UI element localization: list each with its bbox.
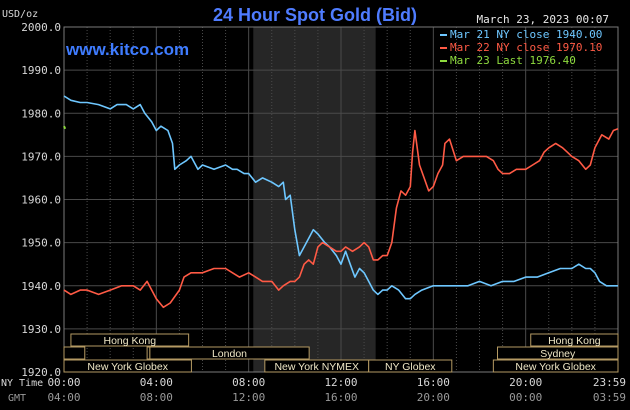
session-box-row2-3 — [497, 346, 619, 360]
chart-legend: Mar 21 NY close 1940.00 Mar 22 NY close … — [440, 28, 602, 67]
y-tick-label: 1980.0 — [21, 107, 61, 120]
x-tick-label-ny: 23:59 — [593, 376, 626, 389]
y-axis-ticks: 1920.0 1930.0 1940.0 1950.0 1960.0 1970.0 1980… — [21, 21, 61, 379]
session-label: Hong Kong — [104, 335, 157, 347]
session-box-row1-0 — [70, 333, 190, 347]
x-tick-label-gmt: 03:59 — [593, 391, 626, 404]
chart-title: 24 Hour Spot Gold (Bid) — [213, 5, 417, 25]
x-tick-label-ny: 04:00 — [140, 376, 173, 389]
session-box-row3-3 — [492, 359, 619, 373]
series-line-2 — [63, 125, 67, 130]
x-tick-label-ny: 08:00 — [232, 376, 265, 389]
y-tick-label: 2000.0 — [21, 21, 61, 34]
x-tick-label-ny: 00:00 — [47, 376, 80, 389]
session-label: New York Globex — [87, 361, 168, 373]
chart-date: March 23, 2023 00:07 — [476, 13, 609, 26]
legend-swatch-mar21 — [440, 34, 447, 36]
x-tick-label-ny: 16:00 — [417, 376, 450, 389]
x-tick-label-gmt: 08:00 — [140, 391, 173, 404]
grid-lines — [63, 26, 619, 373]
price-series — [63, 95, 619, 309]
legend-label-mar21: Mar 21 NY close 1940.00 — [450, 28, 603, 41]
x-tick-label-gmt: 20:00 — [417, 391, 450, 404]
legend-label-mar23: Mar 23 Last 1976.40 — [450, 54, 576, 67]
y-tick-label: 1940.0 — [21, 280, 61, 293]
session-box-row3-0 — [63, 359, 192, 373]
series-line-1 — [63, 128, 619, 309]
x-tick-label-gmt: 12:00 — [232, 391, 265, 404]
series-line-0 — [63, 95, 618, 300]
legend-label-mar22: Mar 22 NY close 1970.10 — [450, 41, 603, 54]
session-box-row2-2 — [149, 346, 310, 360]
x-axis-label-ny: NY Time — [1, 378, 43, 389]
y-tick-label: 1970.0 — [21, 150, 61, 163]
x-tick-label-ny: 20:00 — [509, 376, 542, 389]
x-axis-ticks: NY Time GMT 00:00 04:00 04:00 08:00 08:00 12:00… — [1, 376, 626, 404]
y-tick-label: 1950.0 — [21, 237, 61, 250]
site-link[interactable]: www.kitco.com — [66, 40, 190, 59]
session-box-row1-1 — [530, 333, 619, 347]
session-box-row2-0 — [63, 346, 86, 360]
y-tick-label: 1960.0 — [21, 194, 61, 207]
session-label: NY Globex — [385, 361, 436, 373]
x-tick-label-ny: 12:00 — [324, 376, 357, 389]
session-label: New York NYMEX — [274, 361, 359, 373]
legend-swatch-mar22 — [440, 47, 447, 49]
x-axis-label-gmt: GMT — [8, 393, 26, 404]
x-tick-label-gmt: 16:00 — [324, 391, 357, 404]
y-tick-label: 1920.0 — [21, 366, 61, 379]
x-tick-label-gmt: 04:00 — [47, 391, 80, 404]
session-label: London — [212, 348, 247, 360]
legend-item-mar22: Mar 22 NY close 1970.10 — [440, 41, 602, 54]
legend-item-mar23: Mar 23 Last 1976.40 — [440, 54, 602, 67]
session-label: New York Globex — [515, 361, 596, 373]
legend-item-mar21: Mar 21 NY close 1940.00 — [440, 28, 602, 41]
session-box-row3-2 — [368, 359, 453, 373]
legend-swatch-mar23 — [440, 60, 447, 62]
session-label: Sydney — [540, 348, 576, 360]
y-axis-unit: USD/oz — [2, 9, 39, 20]
x-tick-label-gmt: 00:00 — [509, 391, 542, 404]
y-tick-label: 1930.0 — [21, 323, 61, 336]
session-label: Hong Kong — [548, 335, 601, 347]
y-tick-label: 1990.0 — [21, 64, 61, 77]
